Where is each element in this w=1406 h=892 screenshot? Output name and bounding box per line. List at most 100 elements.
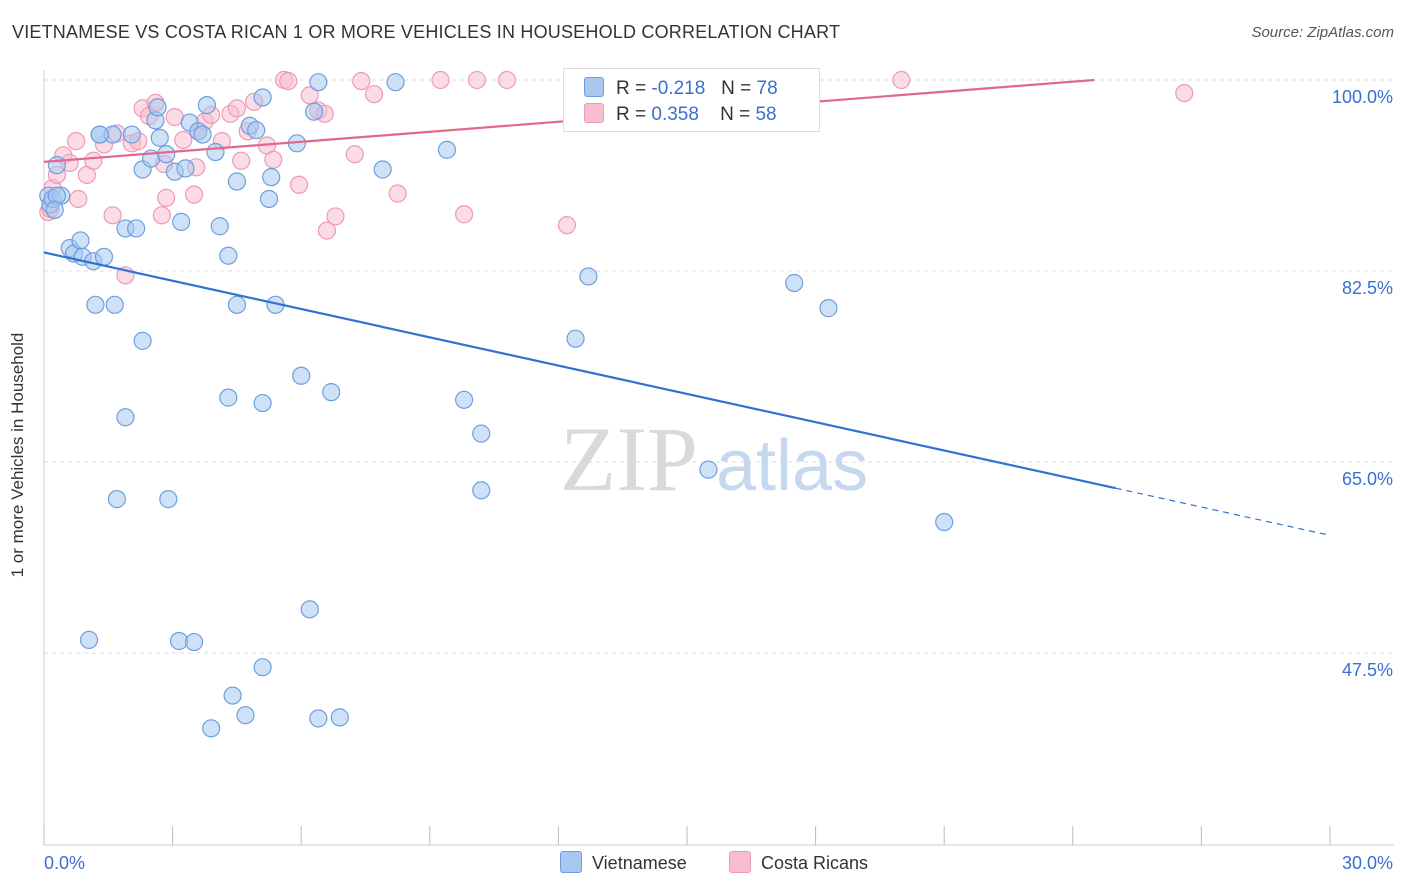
costa-ricans-point	[184, 185, 204, 204]
costa-ricans-point	[497, 70, 517, 90]
y-tick-label: 82.5%	[1342, 278, 1393, 298]
vietnamese-point	[253, 658, 272, 677]
vietnamese-point	[330, 708, 349, 727]
watermark-atlas: atlas	[716, 426, 868, 506]
vietnamese-point	[259, 189, 279, 209]
costa-ricans-point	[84, 151, 103, 170]
vietnamese-point	[47, 156, 66, 175]
vietnamese-point	[107, 490, 126, 509]
vietnamese-point	[71, 231, 90, 250]
vietnamese-point	[79, 630, 99, 650]
r-label: R =	[616, 104, 647, 125]
costa-ricans-point	[345, 145, 364, 164]
vietnamese-point	[785, 273, 804, 293]
vietnamese-point	[247, 121, 266, 140]
vietnamese-point	[206, 142, 225, 162]
n-label: N =	[721, 78, 752, 99]
vietnamese-point	[45, 200, 64, 219]
chart-title: VIETNAMESE VS COSTA RICAN 1 OR MORE VEHI…	[12, 22, 841, 42]
vietnamese-point	[202, 719, 221, 738]
y-tick-label: 47.5%	[1342, 660, 1393, 680]
vietnamese-point	[253, 88, 272, 107]
bottom-legend-vietnamese: Vietnamese	[560, 851, 687, 874]
costa-ricans-point	[431, 70, 450, 90]
costa-ricans-point	[157, 188, 176, 207]
vietnamese-trend-extension	[1115, 487, 1331, 536]
vietnamese-point	[262, 168, 281, 187]
vietnamese-point	[133, 331, 152, 350]
vietnamese-point	[386, 73, 405, 92]
vietnamese-point	[86, 295, 105, 314]
n-value-costa-ricans: 58	[755, 104, 777, 125]
n-value-vietnamese: 78	[756, 78, 778, 99]
vietnamese-point	[105, 295, 124, 314]
legend-row-costa-ricans: R = 0.358 N = 58	[584, 103, 777, 127]
vietnamese-point	[184, 632, 204, 652]
source-credit: Source: ZipAtlas.com	[1251, 24, 1394, 41]
bottom-legend-costa-ricans: Costa Ricans	[729, 851, 868, 874]
vietnamese-point	[210, 217, 229, 236]
vietnamese-point	[116, 408, 135, 427]
vietnamese-point	[253, 393, 272, 413]
vietnamese-point	[579, 267, 598, 286]
costa-ricans-legend-swatch	[729, 851, 751, 873]
vietnamese-point	[566, 329, 585, 348]
n-label: N =	[720, 104, 751, 125]
costa-ricans-point	[467, 70, 487, 90]
vietnamese-legend-label: Vietnamese	[592, 853, 687, 873]
watermark: ZIP atlas	[560, 408, 868, 510]
vietnamese-point	[122, 125, 141, 144]
vietnamese-point	[127, 219, 146, 238]
vietnamese-point	[472, 481, 491, 500]
costa-ricans-point	[1175, 83, 1194, 103]
costa-ricans-point	[174, 130, 193, 150]
vietnamese-point	[292, 366, 311, 385]
vietnamese-point	[94, 247, 114, 266]
vietnamese-point	[176, 159, 195, 178]
vietnamese-point	[304, 102, 324, 121]
vietnamese-point	[157, 145, 176, 164]
vietnamese-point	[935, 512, 954, 532]
vietnamese-point	[472, 424, 491, 443]
r-label: R =	[616, 78, 647, 99]
vietnamese-point	[227, 172, 246, 191]
vietnamese-point	[699, 460, 718, 479]
vietnamese-point	[309, 709, 328, 728]
costa-ricans-point	[388, 184, 407, 203]
vietnamese-point	[172, 212, 191, 231]
costa-ricans-point	[352, 71, 371, 91]
vietnamese-legend-swatch	[560, 851, 582, 873]
vietnamese-trend-line	[43, 251, 1116, 490]
vietnamese-point	[219, 246, 238, 265]
y-tick-label: 65.0%	[1342, 469, 1393, 489]
vietnamese-point	[148, 98, 167, 117]
vietnamese-point	[236, 706, 255, 725]
costa-ricans-point	[69, 189, 88, 209]
costa-ricans-point	[326, 207, 345, 226]
vietnamese-point	[309, 73, 328, 92]
r-value-costa-ricans: 0.358	[651, 104, 699, 125]
costa-ricans-point	[67, 132, 86, 151]
vietnamese-point	[223, 686, 242, 705]
costa-ricans-swatch	[584, 103, 604, 123]
vietnamese-point	[819, 299, 838, 318]
vietnamese-point	[197, 96, 216, 115]
vietnamese-point	[193, 125, 212, 144]
y-tick-label: 100.0%	[1332, 87, 1393, 107]
costa-ricans-point	[227, 99, 246, 118]
vietnamese-point	[300, 600, 319, 619]
x-tick-label: 0.0%	[44, 853, 85, 873]
vietnamese-points	[39, 73, 954, 738]
vietnamese-point	[90, 125, 109, 144]
vietnamese-point	[219, 388, 238, 407]
vietnamese-point	[227, 295, 246, 314]
vietnamese-point	[150, 128, 169, 147]
vietnamese-swatch	[584, 77, 604, 97]
vietnamese-point	[373, 160, 392, 179]
vietnamese-point	[169, 631, 189, 651]
costa-ricans-point	[264, 150, 283, 169]
costa-ricans-point	[232, 151, 251, 170]
costa-ricans-legend-label: Costa Ricans	[761, 853, 869, 873]
costa-ricans-point	[364, 85, 384, 104]
